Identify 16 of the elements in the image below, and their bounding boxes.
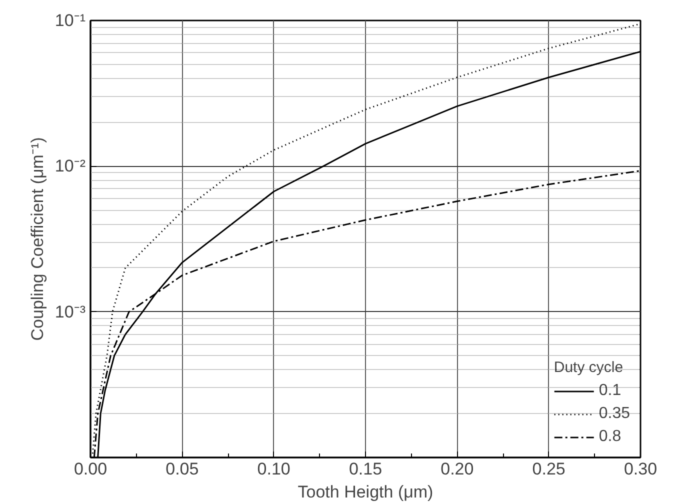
x-tick-label: 0.05 — [166, 460, 199, 478]
x-tick-label: 0.25 — [532, 460, 566, 478]
x-tick-label: 0.10 — [257, 460, 290, 478]
legend-label: 0.8 — [598, 428, 622, 446]
x-tick-label: 0.15 — [348, 460, 382, 478]
x-tick-label: 0.30 — [624, 460, 658, 478]
x-axis-title: Tooth Heigth (μm) — [298, 482, 434, 502]
legend-label: 0.1 — [598, 382, 622, 400]
y-tick-label: 10⁻³ — [54, 302, 86, 322]
y-tick-label: 10⁻¹ — [54, 11, 86, 30]
x-tick-label: 0.20 — [440, 460, 474, 478]
y-axis-title: Coupling Coefficient (μm⁻¹) — [28, 137, 47, 341]
legend-label: 0.35 — [598, 405, 630, 423]
y-tick-label: 10⁻² — [54, 156, 86, 176]
legend-title: Duty cycle — [554, 359, 624, 376]
x-tick-label: 0.00 — [74, 460, 108, 478]
